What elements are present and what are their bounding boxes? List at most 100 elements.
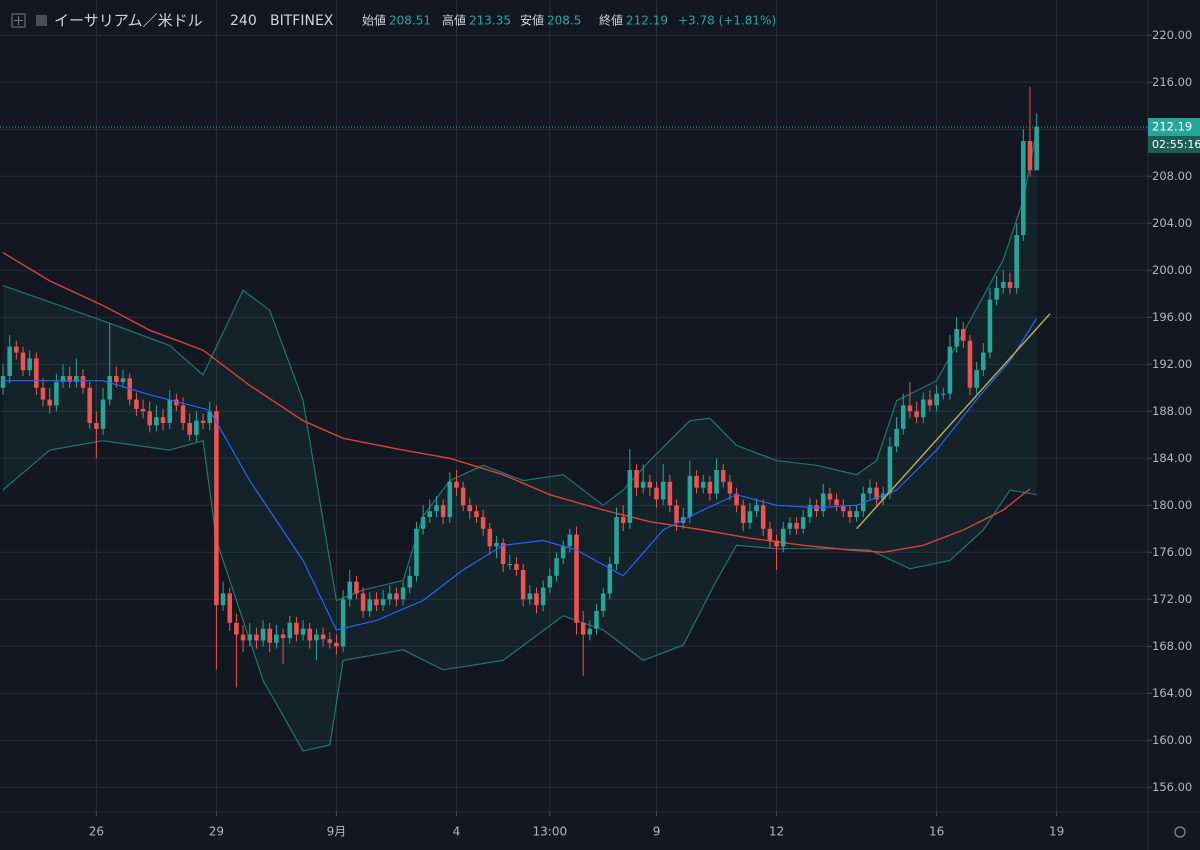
candle-body <box>607 564 613 594</box>
countdown: 02:55:16 <box>1152 138 1200 151</box>
candle-body <box>740 505 746 523</box>
candle-body <box>220 593 226 606</box>
candle-body <box>874 487 879 500</box>
candle-body <box>894 428 899 447</box>
candle-body <box>360 593 366 612</box>
candle-body <box>480 517 486 529</box>
candle-body <box>227 593 233 623</box>
candle-body <box>547 575 553 588</box>
add-icon[interactable] <box>11 13 26 28</box>
candle-body <box>1007 282 1013 288</box>
candle-body <box>267 628 273 643</box>
candle-body <box>941 393 946 395</box>
x-tick-label: 13:00 <box>533 825 568 839</box>
candle-body <box>400 587 406 600</box>
y-tick-label: 180.00 <box>1152 498 1192 512</box>
candle-body <box>794 522 799 529</box>
candle-body <box>754 505 759 512</box>
candle-body <box>640 481 646 488</box>
candle-body <box>620 517 626 523</box>
candle-body <box>834 499 839 506</box>
candle-body <box>934 393 939 406</box>
symbol-icon <box>36 15 47 26</box>
candle-body <box>180 405 186 424</box>
candle-body <box>454 481 459 488</box>
candle-body <box>367 599 373 612</box>
candle-body <box>254 634 259 641</box>
candle-body <box>900 405 906 429</box>
candle-body <box>594 611 599 629</box>
candle-body <box>67 376 72 382</box>
candle-body <box>947 346 953 394</box>
close-value: 212.19 <box>626 14 668 28</box>
candle-body <box>407 575 413 588</box>
candle-body <box>214 411 219 606</box>
settings-icon[interactable] <box>1174 826 1186 838</box>
candle-body <box>814 505 819 512</box>
candle-body <box>961 329 966 341</box>
symbol[interactable]: イーサリアム／米ドル <box>54 12 203 30</box>
header: イーサリアム／米ドル 240 BITFINEX 始値 208.51 高値 213… <box>11 12 776 30</box>
candle-body <box>954 329 959 347</box>
candle-body <box>714 470 719 494</box>
candle-body <box>914 411 919 418</box>
candle-body <box>187 423 192 435</box>
candle-body <box>460 487 466 506</box>
candle-body <box>574 534 579 623</box>
candle-body <box>840 505 846 512</box>
candle-body <box>427 511 433 518</box>
candle-body <box>567 534 573 547</box>
candle-body <box>354 581 359 594</box>
candle-body <box>500 542 506 565</box>
x-tick-label: 4 <box>453 825 461 839</box>
candle-body <box>374 599 379 606</box>
candle-body <box>40 387 46 400</box>
candle-body <box>14 346 19 353</box>
candle-body <box>234 622 239 635</box>
open-value: 208.51 <box>389 14 431 28</box>
x-tick-label: 29 <box>209 825 224 839</box>
candle-body <box>474 511 479 518</box>
candle-body <box>1014 235 1019 288</box>
interval[interactable]: 240 <box>230 13 257 29</box>
candle-body <box>7 346 12 377</box>
candle-body <box>520 569 526 600</box>
candle-body <box>887 446 893 494</box>
y-tick-label: 188.00 <box>1152 404 1192 418</box>
candle-body <box>687 475 693 518</box>
candle-body <box>1034 127 1039 171</box>
candle-body <box>780 528 786 547</box>
x-tick-label: 12 <box>769 825 784 839</box>
candle-body <box>194 420 199 435</box>
y-tick-label: 200.00 <box>1152 263 1192 277</box>
candle-body <box>207 411 212 424</box>
candle-body <box>120 378 126 382</box>
candle-body <box>100 399 106 429</box>
candle-body <box>20 352 26 371</box>
candle-body <box>694 475 699 488</box>
low-value: 208.5 <box>547 14 581 28</box>
x-tick-label: 9月 <box>327 825 347 839</box>
last-price-label: 212.19 <box>1152 120 1192 134</box>
candle-body <box>587 628 593 635</box>
x-tick-label: 19 <box>1049 825 1064 839</box>
candle-body <box>167 399 172 424</box>
candle-body <box>87 387 92 424</box>
candle-body <box>287 622 293 639</box>
y-tick-label: 168.00 <box>1152 639 1192 653</box>
close-label: 終値 <box>599 13 623 28</box>
bollinger-lower <box>2 439 1037 752</box>
y-tick-label: 196.00 <box>1152 310 1192 324</box>
candle-body <box>847 511 853 518</box>
y-tick-label: 184.00 <box>1152 451 1192 465</box>
candle-body <box>787 522 793 529</box>
candle-body <box>394 593 399 600</box>
candle-body <box>774 540 779 547</box>
candle-body <box>340 599 346 647</box>
candle-body <box>734 493 739 506</box>
open-label: 始値 <box>362 13 386 28</box>
exchange[interactable]: BITFINEX <box>270 13 334 29</box>
candle-body <box>967 340 973 388</box>
y-tick-label: 220.00 <box>1152 28 1192 42</box>
candle-body <box>494 542 499 547</box>
